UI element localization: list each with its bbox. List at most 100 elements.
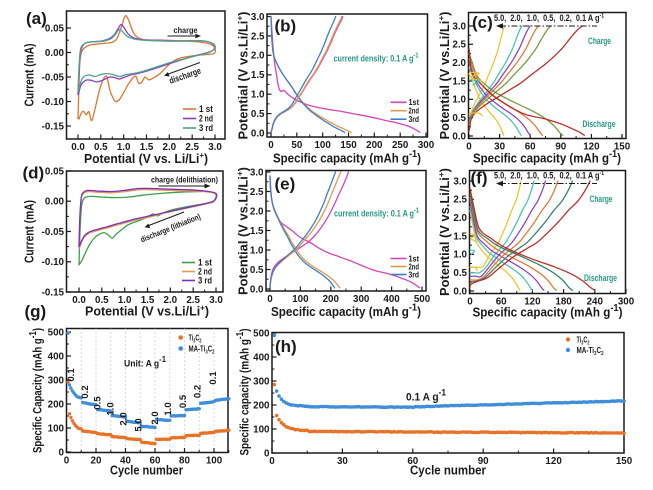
svg-text:2nd: 2nd <box>409 106 420 116</box>
svg-text:Specific capacity (mAh g-1): Specific capacity (mAh g-1) <box>271 303 421 320</box>
svg-text:2.5: 2.5 <box>251 31 265 42</box>
svg-text:200: 200 <box>323 294 340 305</box>
svg-text:Potential (V vs.Li/Li+): Potential (V vs.Li/Li+) <box>437 168 452 296</box>
svg-text:150: 150 <box>614 142 631 153</box>
svg-text:5.0, 2.0, 1.0, 0.5, 0.2,: 5.0, 2.0, 1.0, 0.5, 0.2, 0.1 A g-1 <box>494 13 605 23</box>
svg-text:Potential (V vs.Li/Li+): Potential (V vs.Li/Li+) <box>85 304 209 319</box>
svg-text:1 st: 1 st <box>199 104 213 114</box>
svg-text:2.5: 2.5 <box>453 195 467 206</box>
svg-text:400: 400 <box>383 294 400 305</box>
svg-text:Specific capacity (mAh g-1): Specific capacity (mAh g-1) <box>273 149 421 166</box>
svg-text:3.0: 3.0 <box>452 21 466 32</box>
svg-text:current density: 0.1 A g-1: current density: 0.1 A g-1 <box>334 208 419 219</box>
svg-text:2 nd: 2 nd <box>199 114 213 124</box>
svg-text:200: 200 <box>366 140 383 151</box>
svg-text:300: 300 <box>48 375 65 386</box>
svg-text:3 rd: 3 rd <box>199 123 213 133</box>
svg-text:-0.15: -0.15 <box>42 121 65 132</box>
svg-text:5.0: 5.0 <box>134 418 145 431</box>
svg-text:Specific capacity (mAh g-1): Specific capacity (mAh g-1) <box>473 303 623 320</box>
svg-text:500: 500 <box>253 328 270 339</box>
svg-text:3 rd: 3 rd <box>198 276 212 286</box>
svg-text:50: 50 <box>291 140 302 151</box>
svg-text:Discharge: Discharge <box>584 273 617 283</box>
svg-text:400: 400 <box>48 351 65 362</box>
svg-text:1 st: 1 st <box>198 258 212 268</box>
svg-text:Charge: Charge <box>588 36 611 46</box>
svg-text:0.2: 0.2 <box>193 385 204 398</box>
svg-text:120: 120 <box>524 297 541 308</box>
svg-text:500: 500 <box>48 327 65 338</box>
svg-text:(b): (b) <box>275 17 297 36</box>
svg-text:(g): (g) <box>25 302 47 321</box>
svg-text:0.0: 0.0 <box>71 142 85 153</box>
svg-text:90: 90 <box>555 142 566 153</box>
svg-text:Cycle number: Cycle number <box>410 464 486 478</box>
svg-text:2.0: 2.0 <box>251 51 265 62</box>
svg-text:1.0: 1.0 <box>452 95 466 106</box>
svg-text:1.5: 1.5 <box>453 231 467 242</box>
svg-text:500: 500 <box>414 294 431 305</box>
svg-text:0.5: 0.5 <box>453 268 467 279</box>
svg-text:3.0: 3.0 <box>209 295 223 306</box>
svg-text:120: 120 <box>583 142 600 153</box>
svg-text:200: 200 <box>48 399 65 410</box>
svg-text:100: 100 <box>292 294 309 305</box>
svg-text:0: 0 <box>64 456 70 467</box>
svg-text:0: 0 <box>269 456 275 467</box>
svg-text:Potential (V vs.Li/Li+): Potential (V vs.Li/Li+) <box>236 12 251 140</box>
svg-text:2.0: 2.0 <box>163 142 177 153</box>
svg-text:30: 30 <box>337 456 348 467</box>
svg-text:0.5: 0.5 <box>178 394 189 408</box>
svg-text:2.0: 2.0 <box>453 213 467 224</box>
svg-text:current density: 0.1 A g-1: current density: 0.1 A g-1 <box>334 53 419 64</box>
svg-text:1.0: 1.0 <box>163 402 174 415</box>
svg-text:2.5: 2.5 <box>185 142 199 153</box>
svg-text:100: 100 <box>48 423 65 434</box>
svg-text:0: 0 <box>268 140 274 151</box>
svg-text:3.0: 3.0 <box>208 142 222 153</box>
svg-text:1.5: 1.5 <box>140 142 154 153</box>
svg-text:1st: 1st <box>409 97 420 107</box>
svg-text:2.0: 2.0 <box>452 58 466 69</box>
svg-text:Cycle number: Cycle number <box>110 464 183 478</box>
svg-text:Discharge: Discharge <box>583 119 616 129</box>
svg-text:300: 300 <box>253 376 270 387</box>
svg-text:200: 200 <box>253 400 270 411</box>
svg-text:(a): (a) <box>26 9 47 28</box>
svg-text:20: 20 <box>91 456 102 467</box>
svg-text:60: 60 <box>407 456 418 467</box>
svg-text:Current (mA): Current (mA) <box>23 44 37 107</box>
svg-text:(d): (d) <box>23 164 45 183</box>
svg-text:120: 120 <box>545 456 562 467</box>
svg-text:0.2: 0.2 <box>80 385 91 398</box>
svg-text:5.0, 2.0, 1.0, 0.5, 0.2,: 5.0, 2.0, 1.0, 0.5, 0.2, 0.1 A g-1 <box>494 171 605 181</box>
svg-text:2.0: 2.0 <box>150 411 161 424</box>
svg-text:Ti3C2: Ti3C2 <box>189 334 202 345</box>
svg-text:0.5: 0.5 <box>251 109 265 120</box>
svg-text:Potential (V vs.Li/Li+): Potential (V vs.Li/Li+) <box>236 167 251 295</box>
svg-text:1.5: 1.5 <box>141 295 155 306</box>
svg-text:0.00: 0.00 <box>45 48 65 59</box>
svg-text:1.0: 1.0 <box>250 245 264 256</box>
svg-text:charge (delithiation): charge (delithiation) <box>151 176 218 185</box>
svg-text:60: 60 <box>150 456 161 467</box>
svg-text:MA-Ti3C2: MA-Ti3C2 <box>577 346 604 357</box>
svg-text:40: 40 <box>120 456 131 467</box>
svg-text:2.0: 2.0 <box>119 412 130 425</box>
svg-text:0.1: 0.1 <box>208 371 219 385</box>
svg-text:Potential (V vs.Li/Li+): Potential (V vs.Li/Li+) <box>437 12 452 140</box>
svg-text:2.5: 2.5 <box>186 295 200 306</box>
svg-text:1.0: 1.0 <box>251 90 265 101</box>
svg-text:0.5: 0.5 <box>94 142 108 153</box>
svg-text:Ti3C2: Ti3C2 <box>577 336 590 347</box>
svg-text:0: 0 <box>467 297 473 308</box>
svg-text:(c): (c) <box>472 13 493 32</box>
svg-text:3rd: 3rd <box>409 114 420 124</box>
svg-text:charge: charge <box>174 25 198 35</box>
svg-text:Specific capacity (mAh g-1): Specific capacity (mAh g-1) <box>473 149 621 166</box>
svg-text:100: 100 <box>253 424 270 435</box>
svg-text:0.00: 0.00 <box>45 197 65 208</box>
svg-text:90: 90 <box>478 456 489 467</box>
svg-text:0.05: 0.05 <box>45 166 65 177</box>
